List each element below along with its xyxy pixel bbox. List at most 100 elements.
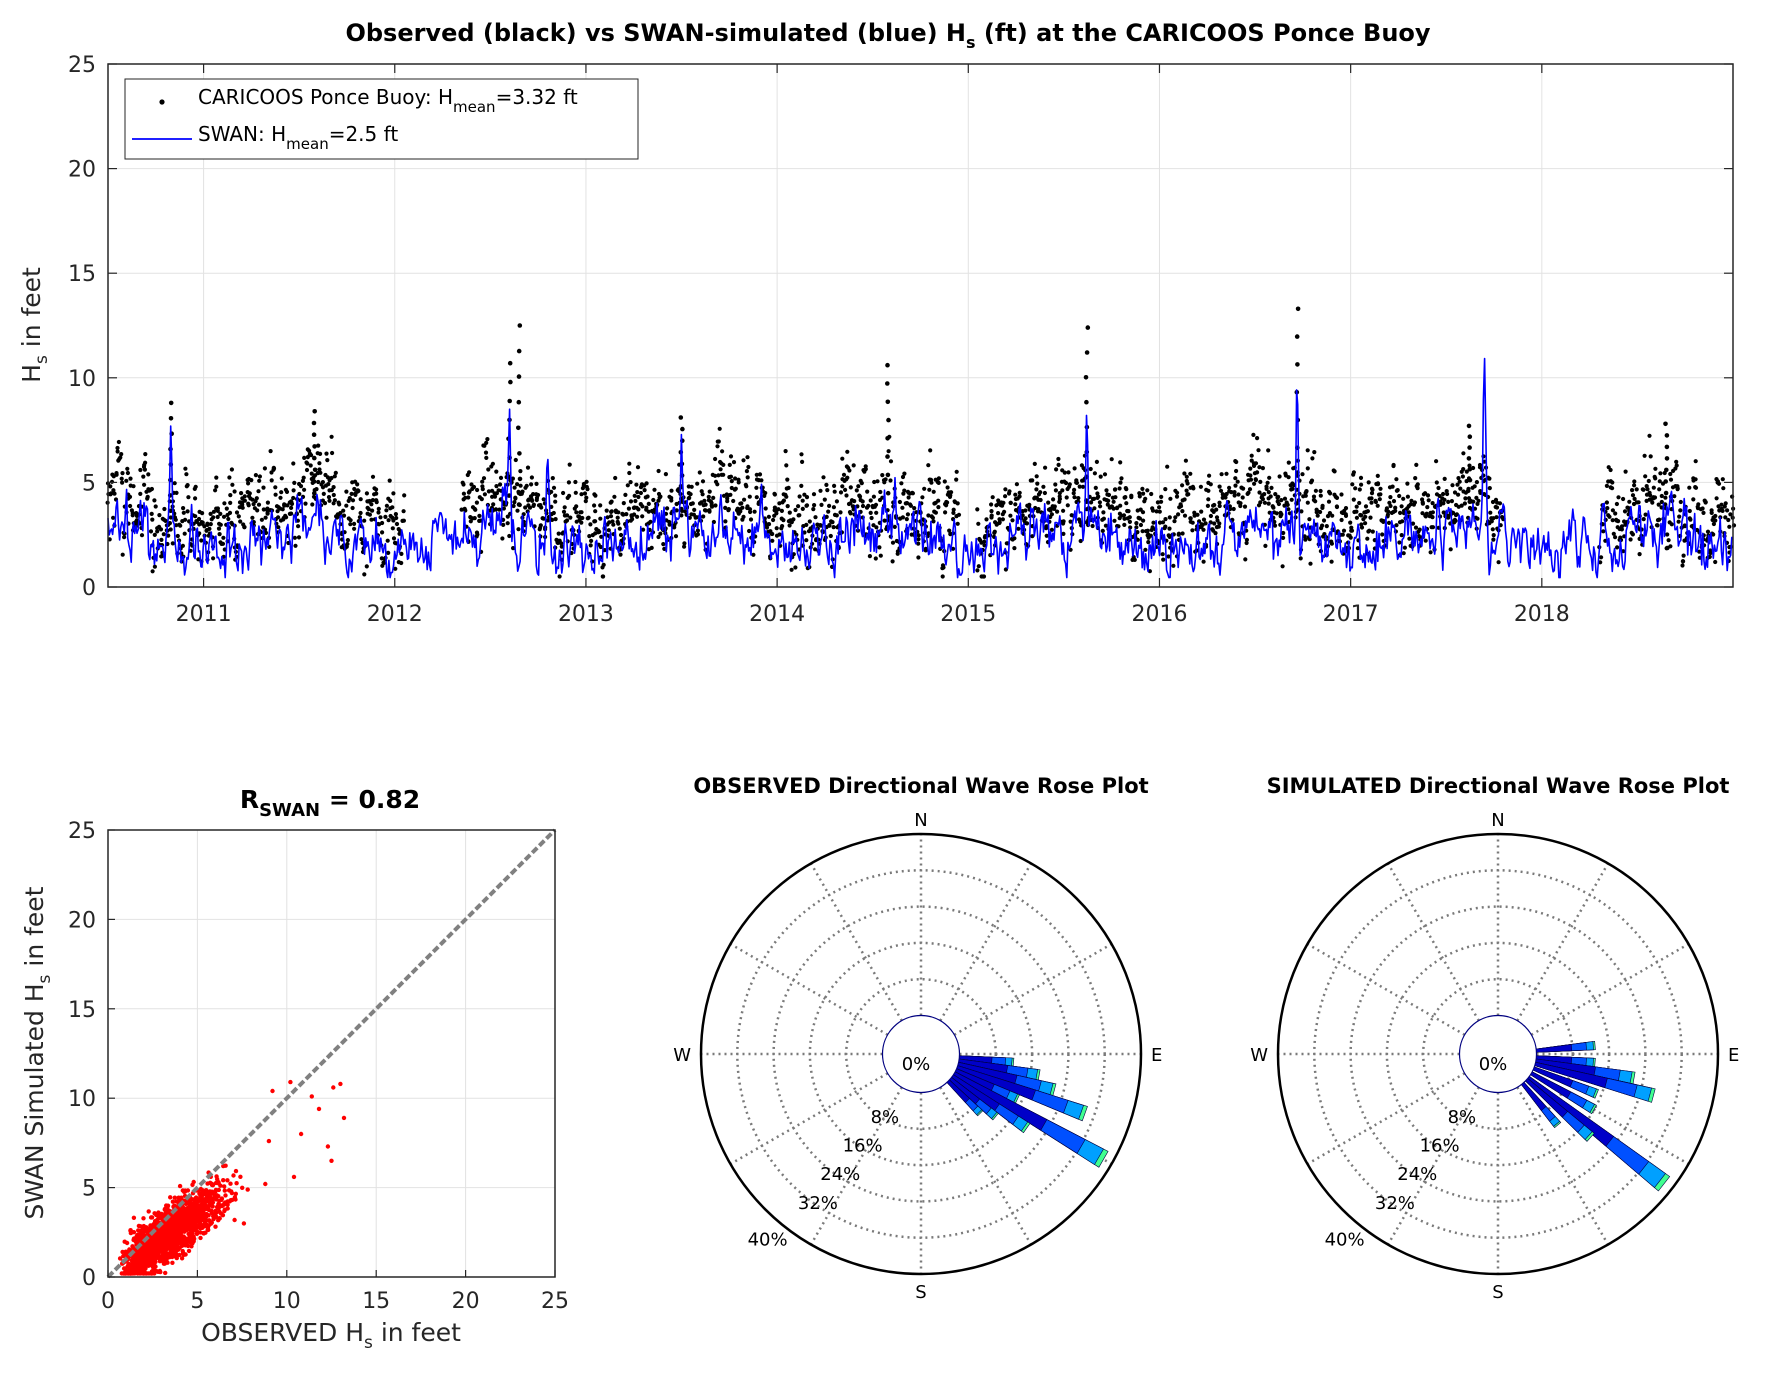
observed-point	[1340, 532, 1345, 537]
observed-point	[1102, 472, 1108, 477]
observed-point	[391, 536, 397, 541]
scatter-point	[174, 1252, 179, 1257]
observed-point	[261, 485, 266, 490]
scatter-point	[176, 1210, 181, 1215]
ts-ylabel-main: H	[17, 364, 46, 383]
observed-point	[1315, 513, 1320, 518]
observed-point	[636, 507, 641, 512]
observed-point	[1713, 559, 1718, 565]
observed-point	[561, 509, 567, 514]
observed-point	[1119, 476, 1124, 481]
scatter-point	[229, 1190, 235, 1196]
observed-point	[955, 521, 960, 526]
observed-point	[1260, 466, 1265, 471]
scatter-point	[150, 1264, 155, 1269]
observed-point	[310, 502, 315, 507]
observed-point	[1681, 553, 1686, 558]
observed-point	[1186, 492, 1191, 497]
observed-point	[804, 495, 810, 500]
observed-point	[644, 481, 649, 486]
observed-point	[1608, 467, 1613, 473]
observed-point	[1044, 526, 1049, 531]
rose-ring-label: 0%	[902, 1054, 931, 1075]
observed-point	[723, 505, 728, 510]
observed-point	[512, 500, 517, 505]
observed-point	[1615, 545, 1620, 550]
observed-point	[1397, 540, 1402, 545]
scatter-point	[223, 1163, 228, 1168]
ts-ytick-label: 25	[68, 53, 96, 78]
observed-point	[374, 491, 379, 496]
observed-point	[239, 491, 244, 496]
observed-point	[871, 494, 877, 499]
observed-peak-point	[312, 467, 318, 473]
observed-peak-point	[886, 417, 891, 423]
observed-point	[1159, 499, 1164, 504]
observed-point	[341, 508, 346, 513]
observed-point	[1066, 470, 1071, 475]
observed-point	[928, 448, 933, 453]
scatter-point	[188, 1240, 194, 1245]
observed-point	[902, 471, 907, 476]
observed-point	[1238, 501, 1243, 506]
observed-peak-point	[1664, 467, 1669, 473]
observed-point	[314, 487, 319, 492]
observed-peak-point	[516, 348, 522, 354]
observed-peak-point	[1664, 456, 1670, 461]
rose-ring	[1421, 977, 1575, 1131]
scatter-point	[138, 1230, 143, 1235]
observed-point	[1434, 459, 1439, 464]
observed-point	[1395, 488, 1400, 493]
scatter-point	[233, 1191, 238, 1197]
scatter-point	[234, 1181, 239, 1186]
observed-point	[574, 510, 579, 515]
observed-point	[1681, 559, 1686, 564]
observed-point	[174, 523, 179, 528]
observed-point	[731, 498, 736, 504]
observed-point	[1312, 450, 1317, 455]
observed-point	[1282, 503, 1287, 508]
rose-ring	[1349, 905, 1647, 1203]
observed-point	[1168, 496, 1173, 501]
observed-point	[1285, 502, 1290, 507]
observed-point	[1494, 505, 1500, 510]
observed-point	[588, 543, 593, 548]
observed-point	[1038, 490, 1043, 495]
observed-point	[1445, 491, 1450, 497]
observed-point	[832, 489, 837, 494]
observed-point	[497, 507, 502, 512]
observed-point	[635, 490, 640, 495]
observed-point	[1207, 473, 1212, 478]
observed-point	[331, 485, 336, 490]
observed-point	[181, 510, 186, 515]
observed-point	[1491, 537, 1496, 542]
observed-point	[111, 515, 116, 520]
scatter-point	[140, 1258, 145, 1264]
scatter-outlier-point	[298, 1131, 304, 1137]
observed-point	[1213, 531, 1218, 536]
observed-point	[1464, 479, 1469, 484]
observed-point	[122, 535, 127, 540]
scatter-point	[214, 1197, 219, 1202]
observed-point	[975, 568, 980, 573]
observed-point	[1286, 507, 1291, 512]
observed-point	[804, 538, 809, 543]
observed-point	[606, 528, 611, 533]
observed-point	[1474, 480, 1479, 485]
observed-point	[369, 502, 374, 507]
observed-point	[551, 510, 556, 516]
observed-point	[661, 542, 666, 547]
observed-point	[183, 517, 188, 522]
observed-point	[618, 532, 624, 538]
observed-point	[888, 478, 893, 483]
observed-point	[220, 541, 226, 546]
scatter-point	[144, 1255, 150, 1260]
scatter-point	[127, 1263, 133, 1269]
observed-point	[1124, 501, 1129, 506]
observed-point	[289, 505, 294, 510]
observed-point	[291, 495, 296, 501]
observed-point	[733, 476, 738, 481]
observed-point	[246, 503, 251, 508]
observed-point	[253, 473, 258, 478]
observed-point	[1610, 508, 1615, 513]
